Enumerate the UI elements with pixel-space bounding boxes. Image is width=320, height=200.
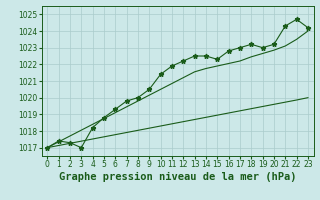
X-axis label: Graphe pression niveau de la mer (hPa): Graphe pression niveau de la mer (hPa): [59, 172, 296, 182]
